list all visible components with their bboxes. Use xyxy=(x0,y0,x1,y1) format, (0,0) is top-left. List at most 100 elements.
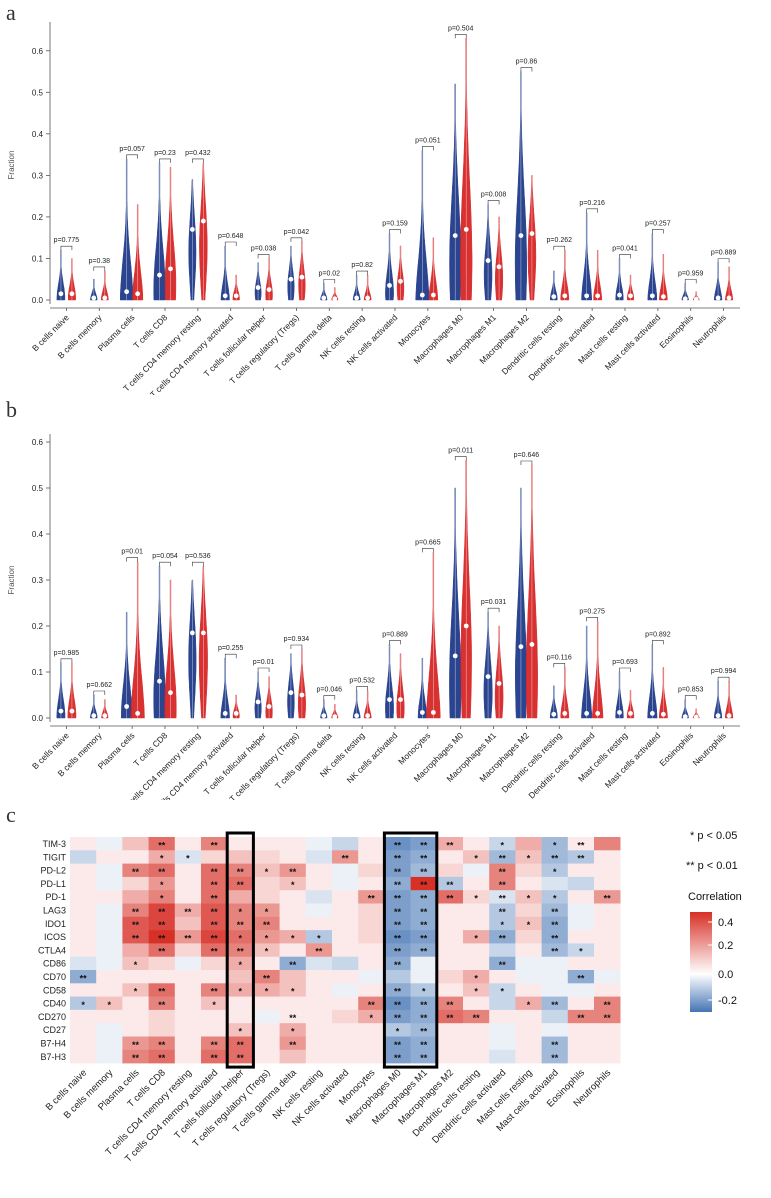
heatmap-cell xyxy=(201,903,228,918)
heatmap-cell xyxy=(174,983,202,997)
b-median-dot-mast-cells-resting-group1 xyxy=(617,710,622,715)
heatmap-cell xyxy=(253,916,280,931)
heatmap-cell xyxy=(541,863,569,878)
heatmap-cell xyxy=(70,956,97,971)
b-median-dot-macrophages-m1-group1 xyxy=(485,674,491,679)
panel-b-violin-chart: b 0.0 0.1 0.2 0.3 0.4 0.5 0.6 Fraction p=0.985 B … xyxy=(0,395,771,800)
b-bracket xyxy=(356,686,368,691)
heatmap-cell xyxy=(567,837,595,851)
heatmap-cell xyxy=(463,876,490,891)
b-median-dot-macrophages-m1-group2 xyxy=(496,681,502,686)
heatmap-cell xyxy=(148,930,176,944)
a-category-label-eosinophils: Eosinophils xyxy=(657,312,695,350)
heatmap-cell xyxy=(70,930,97,944)
heatmap-cell xyxy=(410,1023,438,1037)
heatmap-cell xyxy=(358,1049,385,1064)
heatmap-cell xyxy=(305,943,333,957)
significance-star: ** xyxy=(394,947,402,957)
a-bracket xyxy=(586,208,598,213)
significance-star: ** xyxy=(551,1000,559,1010)
heatmap-cell xyxy=(96,850,123,864)
heatmap-cell xyxy=(70,1036,97,1051)
significance-star: * xyxy=(474,854,478,864)
heatmap-cell xyxy=(358,863,385,878)
a-bracket xyxy=(619,254,631,259)
heatmap-cell xyxy=(410,863,438,878)
significance-star: * xyxy=(291,933,295,943)
significance-star: * xyxy=(370,1013,374,1023)
significance-star: * xyxy=(474,894,478,904)
a-median-dot-dendritic-cells-resting-group1 xyxy=(551,294,557,300)
heatmap-cell xyxy=(122,890,149,904)
significance-star: ** xyxy=(132,907,140,917)
heatmap-cell xyxy=(253,837,280,851)
heatmap-cell xyxy=(70,916,97,931)
heatmap-cell xyxy=(174,916,202,931)
heatmap-cell xyxy=(201,930,228,944)
a-median-dot-nk-cells-activated-group2 xyxy=(398,278,403,284)
heatmap-cell xyxy=(174,996,202,1011)
heatmap-cell xyxy=(594,1049,621,1064)
heatmap-cell xyxy=(70,903,97,918)
heatmap-cell xyxy=(410,983,438,997)
a-pvalue-eosinophils: p=0.959 xyxy=(678,270,704,277)
a-category-label-neutrophils: Neutrophils xyxy=(691,312,728,349)
significance-star: * xyxy=(239,1027,243,1037)
heatmap-cell xyxy=(515,903,542,918)
a-median-dot-b-cells-memory-group1 xyxy=(91,295,97,301)
b-median-dot-mast-cells-activated-group2 xyxy=(660,711,666,717)
significance-star: ** xyxy=(420,947,428,957)
significance-star: ** xyxy=(577,854,585,864)
heatmap-cell xyxy=(594,903,621,918)
significance-star: ** xyxy=(394,867,402,877)
b-median-dot-eosinophils-group1 xyxy=(682,714,688,720)
heatmap-cell xyxy=(201,970,228,984)
b-category-label-dendritic-cells-activated: Dendritic cells activated xyxy=(526,730,596,800)
a-median-dot-monocytes-group2 xyxy=(430,292,436,298)
a-median-dot-macrophages-m1-group2 xyxy=(496,264,502,270)
heatmap-cell xyxy=(489,916,516,931)
heatmap-cell xyxy=(594,850,621,864)
significance-star: * xyxy=(553,840,557,850)
heatmap-cell xyxy=(332,1023,359,1037)
heatmap-cell xyxy=(410,903,438,918)
heatmap-cell xyxy=(253,1049,280,1064)
heatmap-cell xyxy=(174,876,202,891)
heatmap-cell xyxy=(227,850,254,864)
heatmap-cell xyxy=(227,1036,254,1051)
b-median-dot-t-cells-cd4-memory-activated-group1 xyxy=(222,711,228,716)
heatmap-cell xyxy=(463,1023,490,1037)
heatmap-cell xyxy=(384,850,411,864)
heatmap-cell xyxy=(227,876,254,891)
significance-star: ** xyxy=(551,1040,559,1050)
b-pvalue-neutrophils: p=0.994 xyxy=(711,668,737,675)
heatmap-cell xyxy=(70,970,97,984)
significance-star: ** xyxy=(132,1040,140,1050)
a-bracket xyxy=(684,279,697,284)
heatmap-cell xyxy=(305,930,333,944)
a-pvalue-plasma-cells: p=0.057 xyxy=(119,146,145,153)
a-ytick-label: 0.2 xyxy=(32,213,44,222)
significance-star: * xyxy=(212,1000,216,1010)
heatmap-cell xyxy=(227,956,254,971)
heatmap-cell xyxy=(201,1049,228,1064)
heatmap-cell xyxy=(567,983,595,997)
b-category-label-t-cells-gamma-delta: T cells gamma delta xyxy=(273,730,334,791)
significance-star: * xyxy=(291,1027,295,1037)
significance-star: ** xyxy=(158,1000,166,1010)
a-bracket xyxy=(717,258,730,263)
b-median-dot-t-cells-cd4-memory-resting-group2 xyxy=(200,630,206,636)
heatmap-cell xyxy=(410,956,438,971)
significance-star: ** xyxy=(446,840,454,850)
significance-star: ** xyxy=(551,907,559,917)
row-label-cd27: CD27 xyxy=(43,1025,66,1035)
heatmap-cell xyxy=(122,1009,149,1024)
b-bracket xyxy=(717,676,730,682)
heatmap-cell xyxy=(227,1023,254,1037)
a-median-dot-monocytes-group1 xyxy=(419,292,425,298)
b-ytick-label: 0.2 xyxy=(32,622,44,631)
heatmap-cell xyxy=(358,903,385,918)
b-pvalue-t-cells-cd4-memory-resting: p=0.536 xyxy=(185,553,211,560)
significance-star: * xyxy=(527,894,531,904)
a-median-dot-nk-cells-resting-group1 xyxy=(354,295,360,301)
